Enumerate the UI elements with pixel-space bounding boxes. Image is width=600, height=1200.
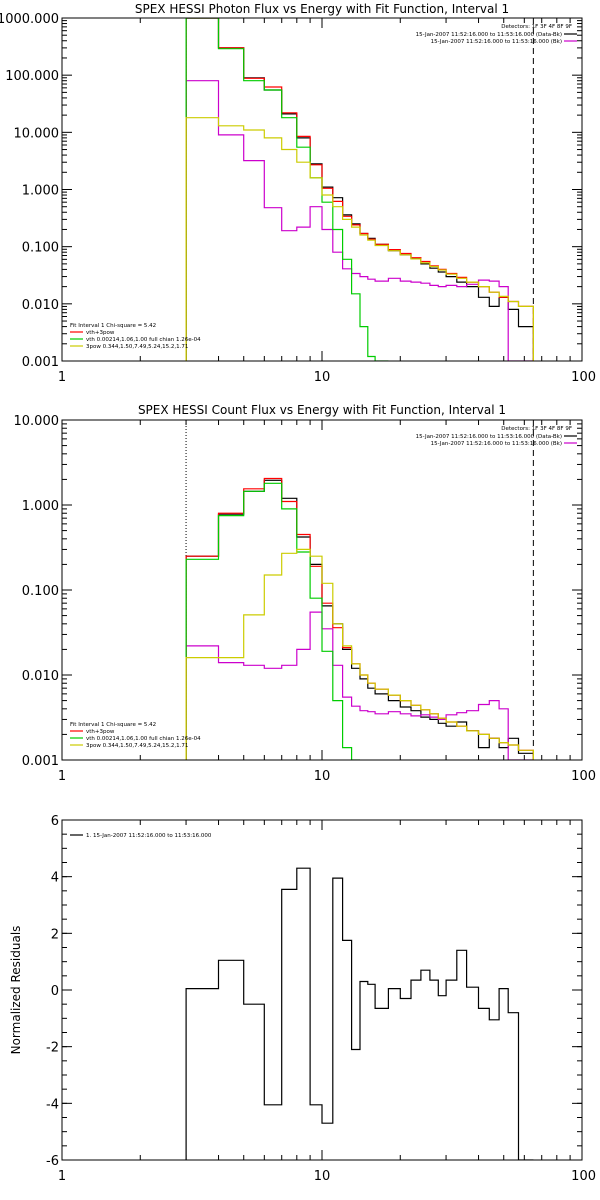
- plot-frame: [61, 17, 583, 362]
- legend-entry: vth 0.00214,1.06,1.00 full chian 1.26e-0…: [86, 736, 201, 742]
- x-tick-label: 10: [314, 769, 331, 784]
- series-bk-line: [185, 611, 534, 760]
- legend-fit: Fit Interval 1 Chi-square = 5.42vth+3pow…: [70, 722, 201, 749]
- y-tick-label: 100.000: [5, 69, 59, 84]
- legend-fit: Fit Interval 1 Chi-square = 5.42vth+3pow…: [70, 323, 201, 350]
- legend-top-right: Detectors: 1F 3F 4F 8F 9F 15-Jan-2007 11:…: [416, 426, 577, 447]
- x-tick-label: 10: [314, 370, 331, 385]
- x-tick-label: 100: [571, 370, 596, 385]
- legend-header: Detectors: 1F 3F 4F 8F 9F: [501, 426, 572, 432]
- series-residuals-line: [185, 867, 534, 1160]
- legend-entry: 15-Jan-2007 11:52:16.000 to 11:53:16.000…: [416, 32, 562, 38]
- legend-fit-header: Fit Interval 1 Chi-square = 5.42: [70, 323, 156, 329]
- chart-panel-2: SPEX HESSI Count Flux vs Energy with Fit…: [14, 403, 597, 784]
- chart-title: SPEX HESSI Count Flux vs Energy with Fit…: [138, 403, 506, 417]
- series-3pow-line: [185, 548, 534, 760]
- series-vth-3pow-line: [185, 477, 534, 760]
- x-tick-label: 1: [58, 1169, 66, 1184]
- y-tick-label: -6: [46, 1154, 59, 1169]
- chart-panel-3: Normalized Residuals 1 10 100 -6 -4 -2 0 2 4 6 1. 1…: [9, 814, 596, 1184]
- y-tick-label: 0.001: [22, 754, 59, 769]
- series-vth-line: [185, 18, 389, 361]
- chart-title: SPEX HESSI Photon Flux vs Energy with Fi…: [135, 2, 509, 16]
- series-3pow-line: [185, 117, 534, 361]
- y-tick-label: 0.010: [22, 298, 59, 313]
- legend-entry: 15-Jan-2007 11:52:16.000 to 11:53:16.000…: [431, 441, 562, 447]
- y-tick-label: 6: [51, 814, 59, 829]
- y-tick-label: 0.100: [22, 241, 59, 256]
- x-tick-label: 10: [314, 1169, 331, 1184]
- legend-residuals: 1. 15-Jan-2007 11:52:16.000 to 11:53:16.…: [70, 833, 212, 839]
- legend-entry: vth 0.00214,1.06,1.00 full chian 1.26e-0…: [86, 337, 201, 343]
- legend-top-right: Detectors: 1F 3F 4F 8F 9F 15-Jan-2007 11:…: [416, 24, 577, 45]
- y-tick-label: -4: [46, 1097, 59, 1112]
- y-tick-label: 0: [51, 984, 59, 999]
- y-axis-label: Normalized Residuals: [9, 926, 23, 1055]
- y-tick-label: 0.010: [22, 669, 59, 684]
- legend-entry: vth+3pow: [86, 330, 115, 336]
- y-tick-label: 1.000: [22, 499, 59, 514]
- legend-entry: 3pow 0.344,1.50,7.49,5.24,15.2,1.71: [86, 743, 188, 749]
- legend-entry: 3pow 0.344,1.50,7.49,5.24,15.2,1.71: [86, 344, 188, 350]
- legend-entry: 15-Jan-2007 11:52:16.000 to 11:53:16.000…: [431, 39, 562, 45]
- legend-fit-header: Fit Interval 1 Chi-square = 5.42: [70, 722, 156, 728]
- legend-entry: 1. 15-Jan-2007 11:52:16.000 to 11:53:16.…: [86, 833, 212, 839]
- plot-frame: [61, 419, 583, 761]
- x-tick-label: 1: [58, 370, 66, 385]
- y-tick-label: -2: [46, 1041, 59, 1056]
- y-tick-label: 0.100: [22, 584, 59, 599]
- series-bk-line: [185, 80, 534, 361]
- y-tick-label: 10.000: [14, 414, 60, 429]
- legend-header: Detectors: 1F 3F 4F 8F 9F: [501, 24, 572, 30]
- y-tick-label: 2: [51, 927, 59, 942]
- series-data-bk-line: [185, 479, 534, 760]
- series-vth-line: [185, 482, 360, 760]
- y-tick-label: 1.000: [22, 184, 59, 199]
- y-tick-label: 1000.000: [0, 12, 59, 27]
- y-tick-label: 4: [51, 871, 59, 886]
- chart-panel-1: SPEX HESSI Photon Flux vs Energy with Fi…: [0, 2, 596, 385]
- y-tick-label: 10.000: [14, 126, 60, 141]
- x-tick-label: 100: [571, 769, 596, 784]
- plot-frame: [61, 819, 583, 1161]
- x-tick-label: 1: [58, 769, 66, 784]
- y-tick-label: 0.001: [22, 355, 59, 370]
- x-tick-label: 100: [571, 1169, 596, 1184]
- legend-entry: vth+3pow: [86, 729, 115, 735]
- legend-entry: 15-Jan-2007 11:52:16.000 to 11:53:16.000…: [416, 434, 562, 440]
